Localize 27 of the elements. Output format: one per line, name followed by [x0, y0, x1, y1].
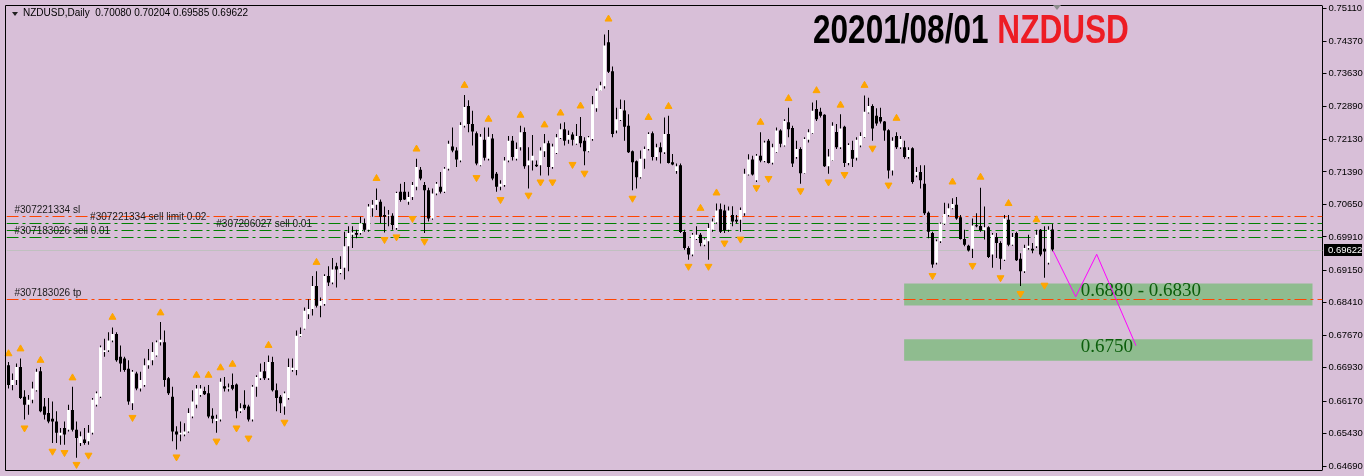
ref-line-label: 0.69622: [1328, 244, 1363, 256]
y-tick-label: 0.71390: [1328, 165, 1363, 177]
y-tick-label: 0.73630: [1328, 67, 1363, 79]
chart-subtitle: NZDUSD,Daily 0.70080 0.70204 0.69585 0.69622: [23, 7, 249, 19]
candlestick: [387, 210, 390, 227]
y-tick-label: 0.67670: [1328, 328, 1363, 340]
y-tick-label: 0.66930: [1328, 361, 1363, 373]
y-tick-label: 0.68410: [1328, 296, 1363, 308]
candlestick: [179, 421, 182, 442]
ref-line-label: #307183026 tp: [14, 286, 82, 298]
candlestick: [975, 213, 978, 228]
y-tick-label: 0.69150: [1328, 263, 1363, 275]
y-tick-label: 0.69910: [1328, 230, 1363, 242]
y-tick-label: 0.66170: [1328, 394, 1363, 406]
y-tick-label: 0.64690: [1328, 459, 1363, 471]
y-tick-label: 0.72130: [1328, 133, 1363, 145]
y-tick-label: 0.74370: [1328, 34, 1363, 46]
ref-line-label: #307221334 sl: [14, 203, 81, 215]
y-tick-label: 0.70650: [1328, 198, 1363, 210]
candlestick: [423, 182, 426, 233]
y-tick-label: 0.72890: [1328, 99, 1363, 111]
chart-title: 20201/08/01 NZDUSD: [813, 6, 1129, 52]
candlestick: [979, 187, 982, 232]
y-tick-label: 0.65430: [1328, 427, 1363, 439]
candlestick: [383, 206, 386, 233]
band-label: 0.6750: [1080, 335, 1133, 356]
y-tick-label: 0.75110: [1328, 2, 1363, 14]
